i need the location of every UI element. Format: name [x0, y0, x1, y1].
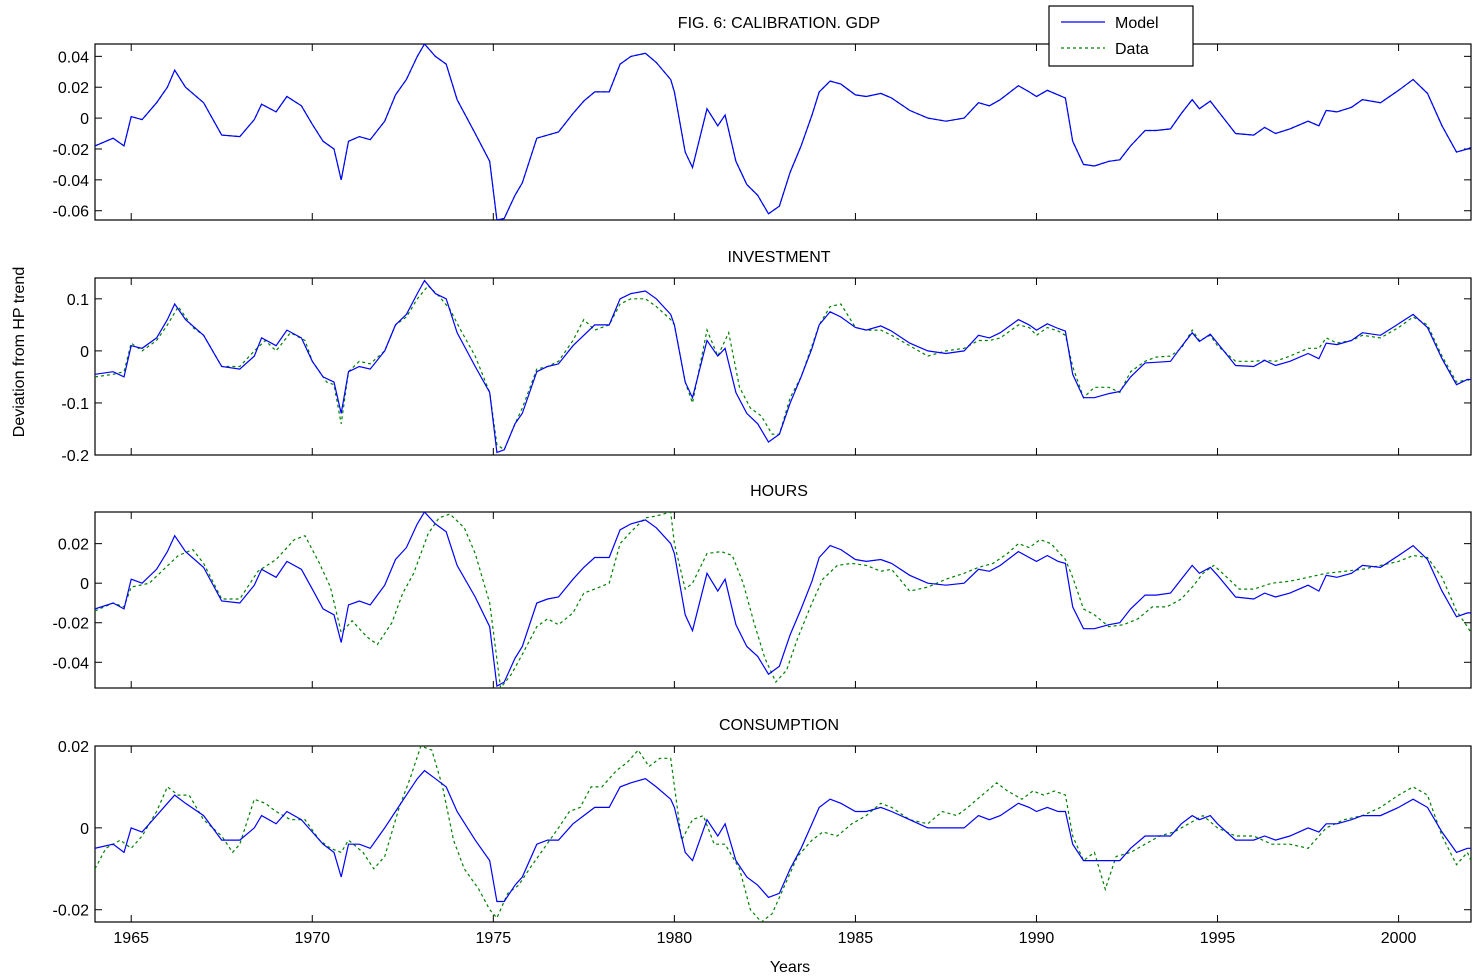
- series-line-model: [95, 512, 1471, 687]
- series-line-model: [95, 279, 1471, 454]
- y-tick-label: -0.02: [53, 616, 90, 633]
- panel-3: CONSUMPTION 0.02 0 -0.02 1965 1970 1975 1980 198…: [53, 717, 1472, 947]
- chart-panels: FIG. 6: CALIBRATION. GDP 0.04 0.02 0 -0.02 -0…: [53, 15, 1472, 947]
- x-tick-label: 1970: [294, 930, 330, 947]
- y-tick-label: 0.02: [58, 537, 89, 554]
- y-tick-label: 0.1: [67, 292, 89, 309]
- panel-title: CONSUMPTION: [719, 717, 839, 734]
- panel-axes-box: [94, 511, 1472, 689]
- legend-box: [1048, 5, 1194, 67]
- y-tick-label: -0.2: [61, 448, 89, 465]
- y-tick-label: -0.1: [61, 396, 89, 413]
- panel-axes-box: [94, 277, 1472, 456]
- x-tick-label: 1990: [1019, 930, 1055, 947]
- y-tick-label: -0.04: [53, 655, 90, 672]
- y-tick-label: 0.02: [58, 80, 89, 97]
- y-tick-label: 0: [80, 111, 89, 128]
- panel-title: INVESTMENT: [727, 249, 830, 266]
- x-tick-label: 1995: [1200, 930, 1236, 947]
- y-axis-label: Deviation from HP trend: [11, 267, 28, 437]
- x-tick-label: 1980: [657, 930, 693, 947]
- x-tick-label: 1985: [838, 930, 874, 947]
- chart-legend: Model Data: [1048, 5, 1194, 67]
- x-tick-label: 1975: [476, 930, 512, 947]
- y-tick-label: -0.02: [53, 142, 90, 159]
- legend-label-model: Model: [1115, 15, 1159, 32]
- panel-2: HOURS 0.02 0 -0.02 -0.04: [53, 483, 1472, 689]
- panel-1: INVESTMENT 0.1 0 -0.1 -0.2: [61, 249, 1472, 465]
- panel-axes-box: [94, 745, 1472, 923]
- legend-label-data: Data: [1115, 41, 1149, 58]
- x-tick-label: 2000: [1381, 930, 1417, 947]
- figure-title: FIG. 6: CALIBRATION. GDP: [678, 15, 880, 32]
- panel-0: FIG. 6: CALIBRATION. GDP 0.04 0.02 0 -0.02 -0…: [53, 15, 1472, 221]
- y-tick-label: 0: [80, 576, 89, 593]
- y-tick-label: -0.04: [53, 173, 90, 190]
- y-tick-label: 0: [80, 821, 89, 838]
- panel-title: HOURS: [750, 483, 808, 500]
- series-line-model: [95, 769, 1471, 903]
- series-line-model: [95, 44, 1471, 220]
- series-line-data: [95, 512, 1471, 688]
- y-tick-label: 0.02: [58, 739, 89, 756]
- x-tick-label: 1965: [113, 930, 149, 947]
- y-tick-label: -0.06: [53, 204, 90, 221]
- panel-axes-box: [94, 43, 1472, 221]
- y-tick-label: -0.02: [53, 903, 90, 920]
- x-axis-label: Years: [770, 959, 810, 976]
- y-tick-label: 0.04: [58, 49, 89, 66]
- y-tick-label: 0: [80, 344, 89, 361]
